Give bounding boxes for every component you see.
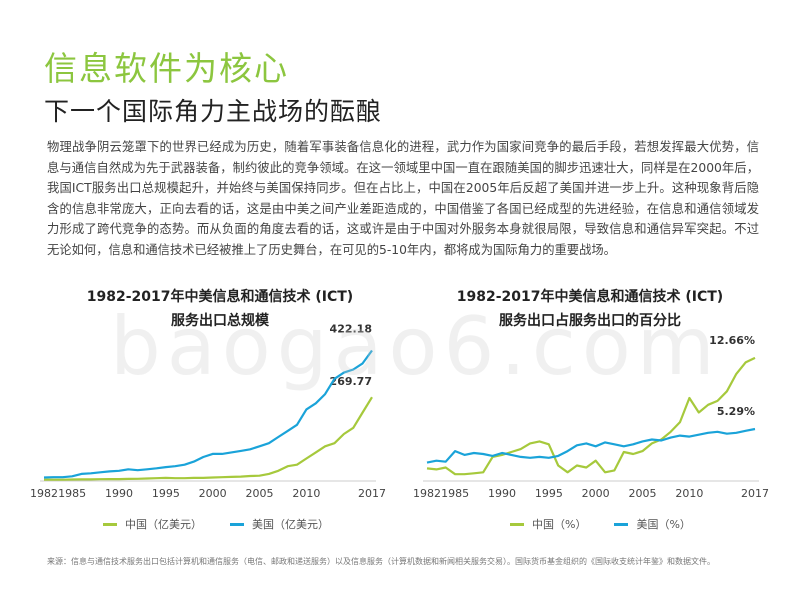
chart-2-title-line2: 服务出口占服务出口的百分比 [499, 313, 681, 329]
page-title: 信息软件为核心 [44, 49, 289, 88]
chart-1-legend: 中国（亿美元） 美国（亿美元） [103, 516, 329, 532]
legend-swatch-usa-pct [614, 522, 629, 526]
chart-1-title-line2: 服务出口总规模 [171, 313, 269, 329]
chart-1-title: 1982-2017年中美信息和通信技术 (ICT) 服务出口总规模 [40, 285, 400, 333]
x-tick-label: 1985 [441, 487, 469, 500]
chart-2-legend: 中国（%） 美国（%） [510, 516, 691, 532]
x-tick-label: 1985 [58, 487, 86, 500]
series-end-label-0: 12.66% [709, 334, 755, 347]
x-tick-label: 2000 [582, 487, 610, 500]
legend-label-china-pct: 中国（%） [532, 518, 587, 531]
series-line-0 [426, 356, 756, 476]
x-tick-label: 2000 [199, 487, 227, 500]
x-tick-label: 2010 [292, 487, 320, 500]
x-tick-label: 1990 [488, 487, 516, 500]
chart-2-title: 1982-2017年中美信息和通信技术 (ICT) 服务出口占服务出口的百分比 [410, 285, 770, 333]
x-tick-label: 2017 [358, 487, 386, 500]
x-tick-label: 2005 [246, 487, 274, 500]
page-subtitle: 下一个国际角力主战场的酝酿 [44, 97, 383, 126]
series-line-0 [44, 396, 373, 481]
body-paragraph: 物理战争阴云笼罩下的世界已经成为历史，随着军事装备信息化的进程，武力作为国家间竞… [47, 140, 759, 257]
x-tick-label: 2010 [675, 487, 703, 500]
series-line-1 [426, 427, 756, 464]
legend-swatch-china [103, 522, 117, 526]
x-tick-label: 1982 [30, 487, 58, 500]
legend-label-usa-pct: 美国（%） [636, 518, 691, 531]
x-tick-label: 1982 [413, 487, 441, 500]
chart-1-title-line1: 1982-2017年中美信息和通信技术 (ICT) [86, 289, 354, 305]
x-tick-label: 1990 [105, 487, 133, 500]
source-footnote: 来源：信息与通信技术服务出口包括计算机和通信服务（电信、邮政和递送服务）以及信息… [47, 557, 715, 566]
series-end-label-1: 422.18 [330, 322, 372, 335]
legend-item-usa: 美国（亿美元） [230, 516, 329, 532]
x-tick-label: 2005 [629, 487, 657, 500]
x-tick-label: 1995 [535, 487, 563, 500]
legend-swatch-usa [230, 522, 244, 526]
legend-item-china: 中国（亿美元） [103, 516, 202, 532]
legend-item-china-pct: 中国（%） [510, 516, 586, 532]
chart-2-title-line1: 1982-2017年中美信息和通信技术 (ICT) [456, 289, 724, 305]
series-line-1 [43, 349, 373, 479]
legend-item-usa-pct: 美国（%） [614, 516, 691, 532]
series-end-label-0: 269.77 [330, 375, 372, 388]
series-end-label-1: 5.29% [717, 405, 755, 418]
x-tick-label: 2017 [741, 487, 769, 500]
legend-label-china: 中国（亿美元） [125, 518, 202, 531]
legend-swatch-china-pct [510, 522, 524, 526]
legend-label-usa: 美国（亿美元） [252, 518, 329, 531]
x-tick-label: 1995 [152, 487, 180, 500]
